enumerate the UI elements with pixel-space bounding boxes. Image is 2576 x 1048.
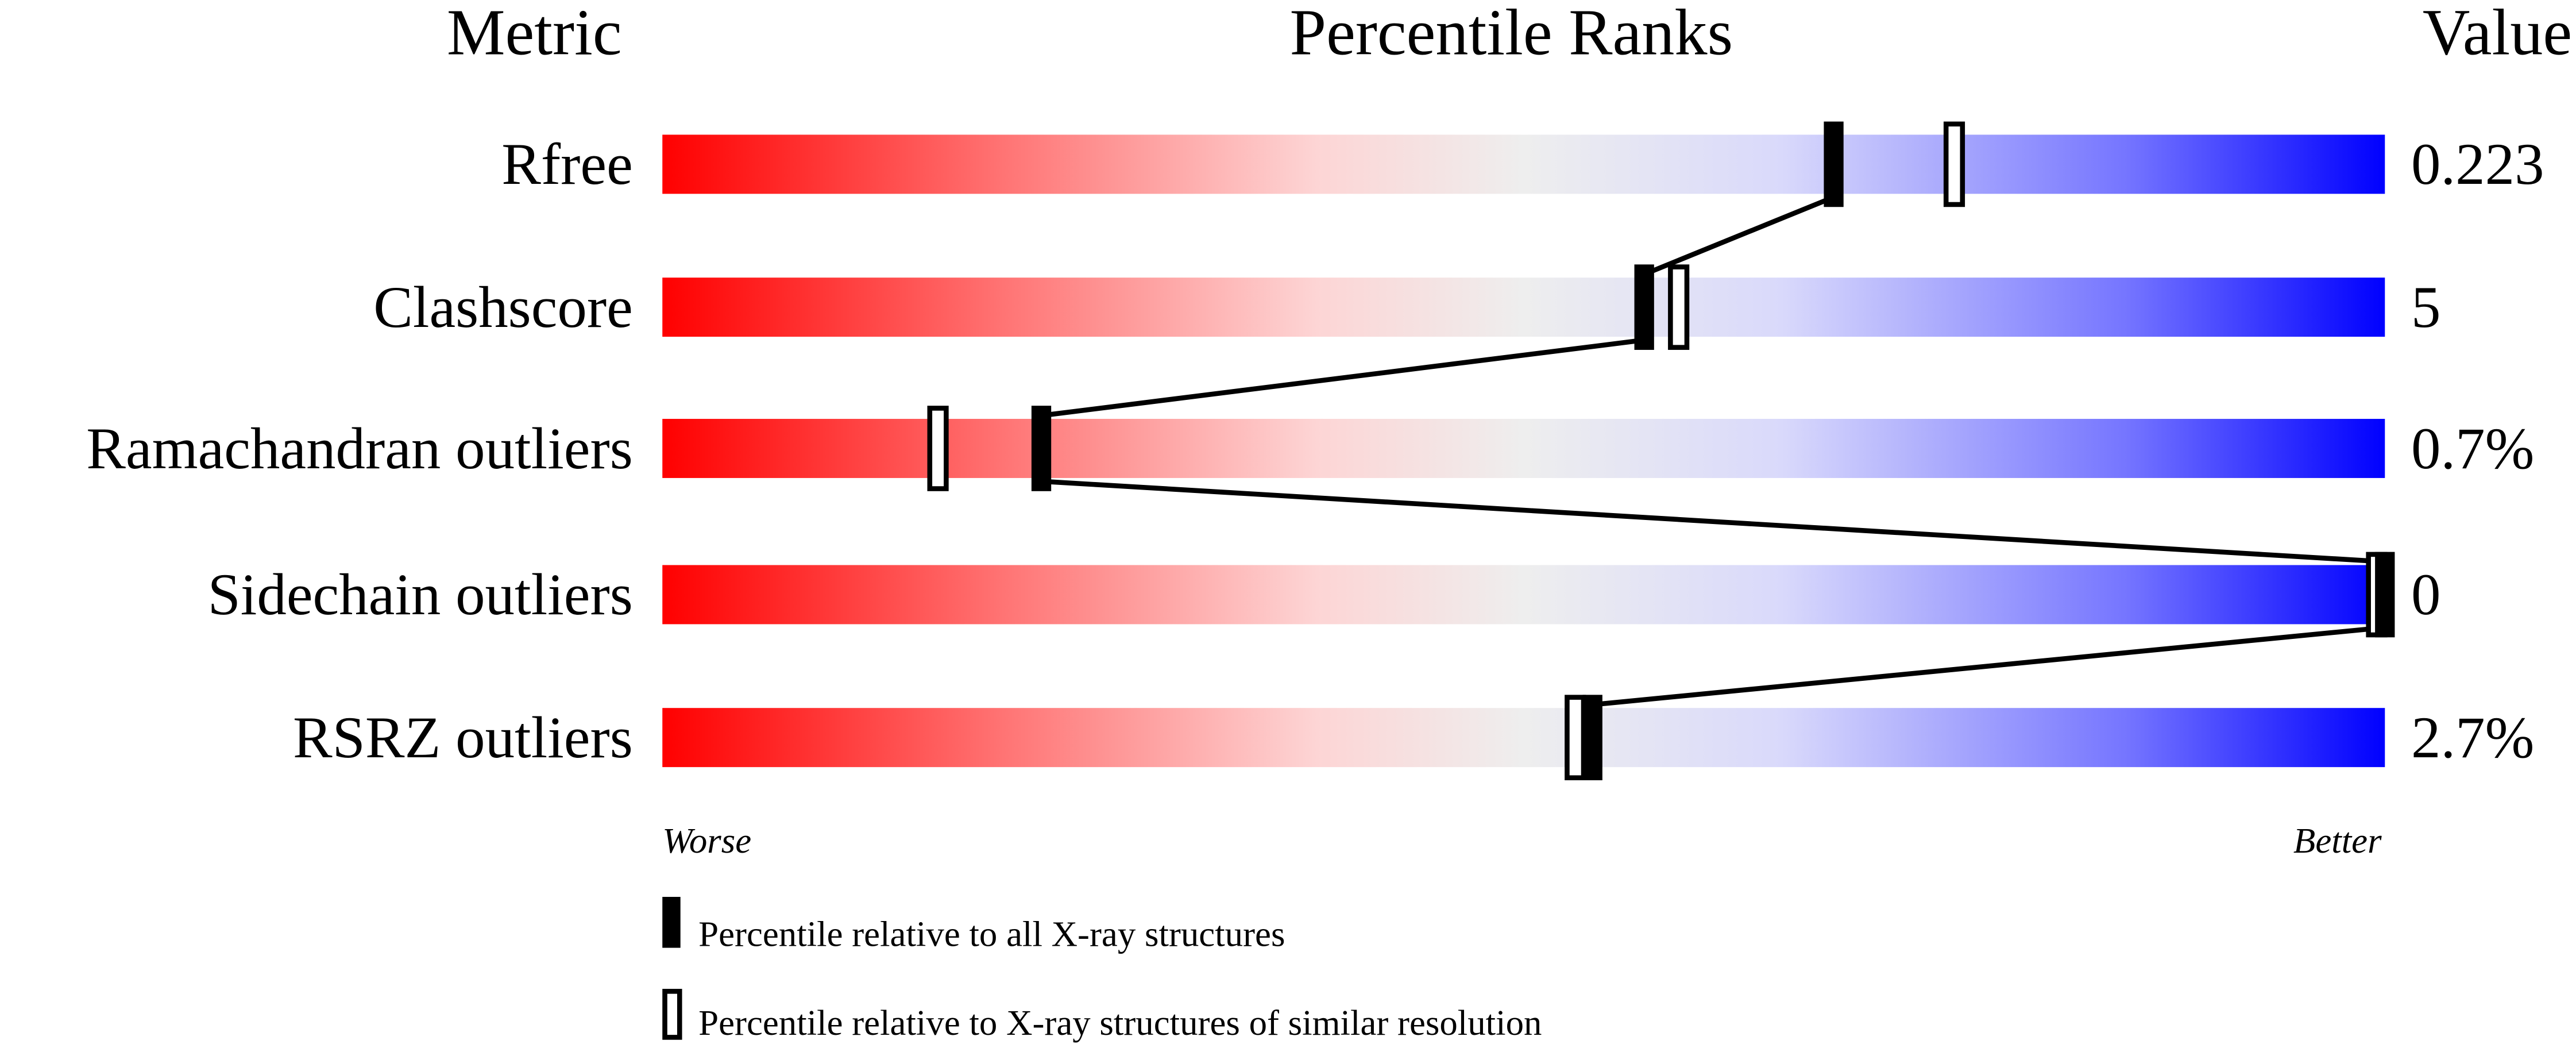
- connector-line: [1592, 625, 2385, 707]
- header-percentile-ranks: Percentile Ranks: [1290, 0, 1733, 68]
- metric-label: Clashscore: [373, 275, 633, 340]
- header-metric: Metric: [447, 0, 622, 68]
- better-label: Better: [2293, 820, 2382, 861]
- legend-filled-marker-icon: [662, 896, 681, 948]
- metric-value: 5: [2411, 275, 2440, 340]
- metric-value: 0.7%: [2411, 416, 2534, 481]
- legend-open-marker-icon: [662, 989, 682, 1040]
- metric-value: 2.7%: [2411, 705, 2534, 770]
- connector-line: [1643, 195, 1835, 277]
- metric-label: RSRZ outliers: [293, 705, 633, 770]
- metric-label: Sidechain outliers: [208, 562, 633, 627]
- connector-line: [1041, 479, 2385, 565]
- similar-resolution-marker: [1943, 121, 1965, 207]
- all-structures-marker: [1031, 406, 1052, 491]
- percentile-bar: [662, 708, 2385, 768]
- percentile-bar: [662, 565, 2385, 625]
- metric-label: Rfree: [501, 132, 633, 197]
- percentile-bar: [662, 419, 2385, 478]
- all-structures-marker: [1582, 695, 1602, 780]
- percentile-bar: [662, 278, 2385, 337]
- all-structures-marker: [2375, 552, 2395, 638]
- all-structures-marker: [1634, 264, 1654, 350]
- metric-value: 0: [2411, 562, 2440, 627]
- similar-resolution-marker: [1668, 264, 1690, 350]
- all-structures-marker: [1824, 121, 1844, 207]
- metric-label: Ramachandran outliers: [86, 416, 633, 481]
- legend-similar-label: Percentile relative to X-ray structures …: [698, 1003, 1542, 1043]
- worse-label: Worse: [662, 820, 751, 861]
- metric-value: 0.223: [2411, 132, 2544, 197]
- similar-resolution-marker: [1565, 695, 1586, 780]
- percentile-bar: [662, 134, 2385, 194]
- connector-line: [1041, 337, 1645, 418]
- similar-resolution-marker: [927, 406, 949, 491]
- legend-all-label: Percentile relative to all X-ray structu…: [698, 914, 1285, 954]
- header-value: Value: [2423, 0, 2572, 68]
